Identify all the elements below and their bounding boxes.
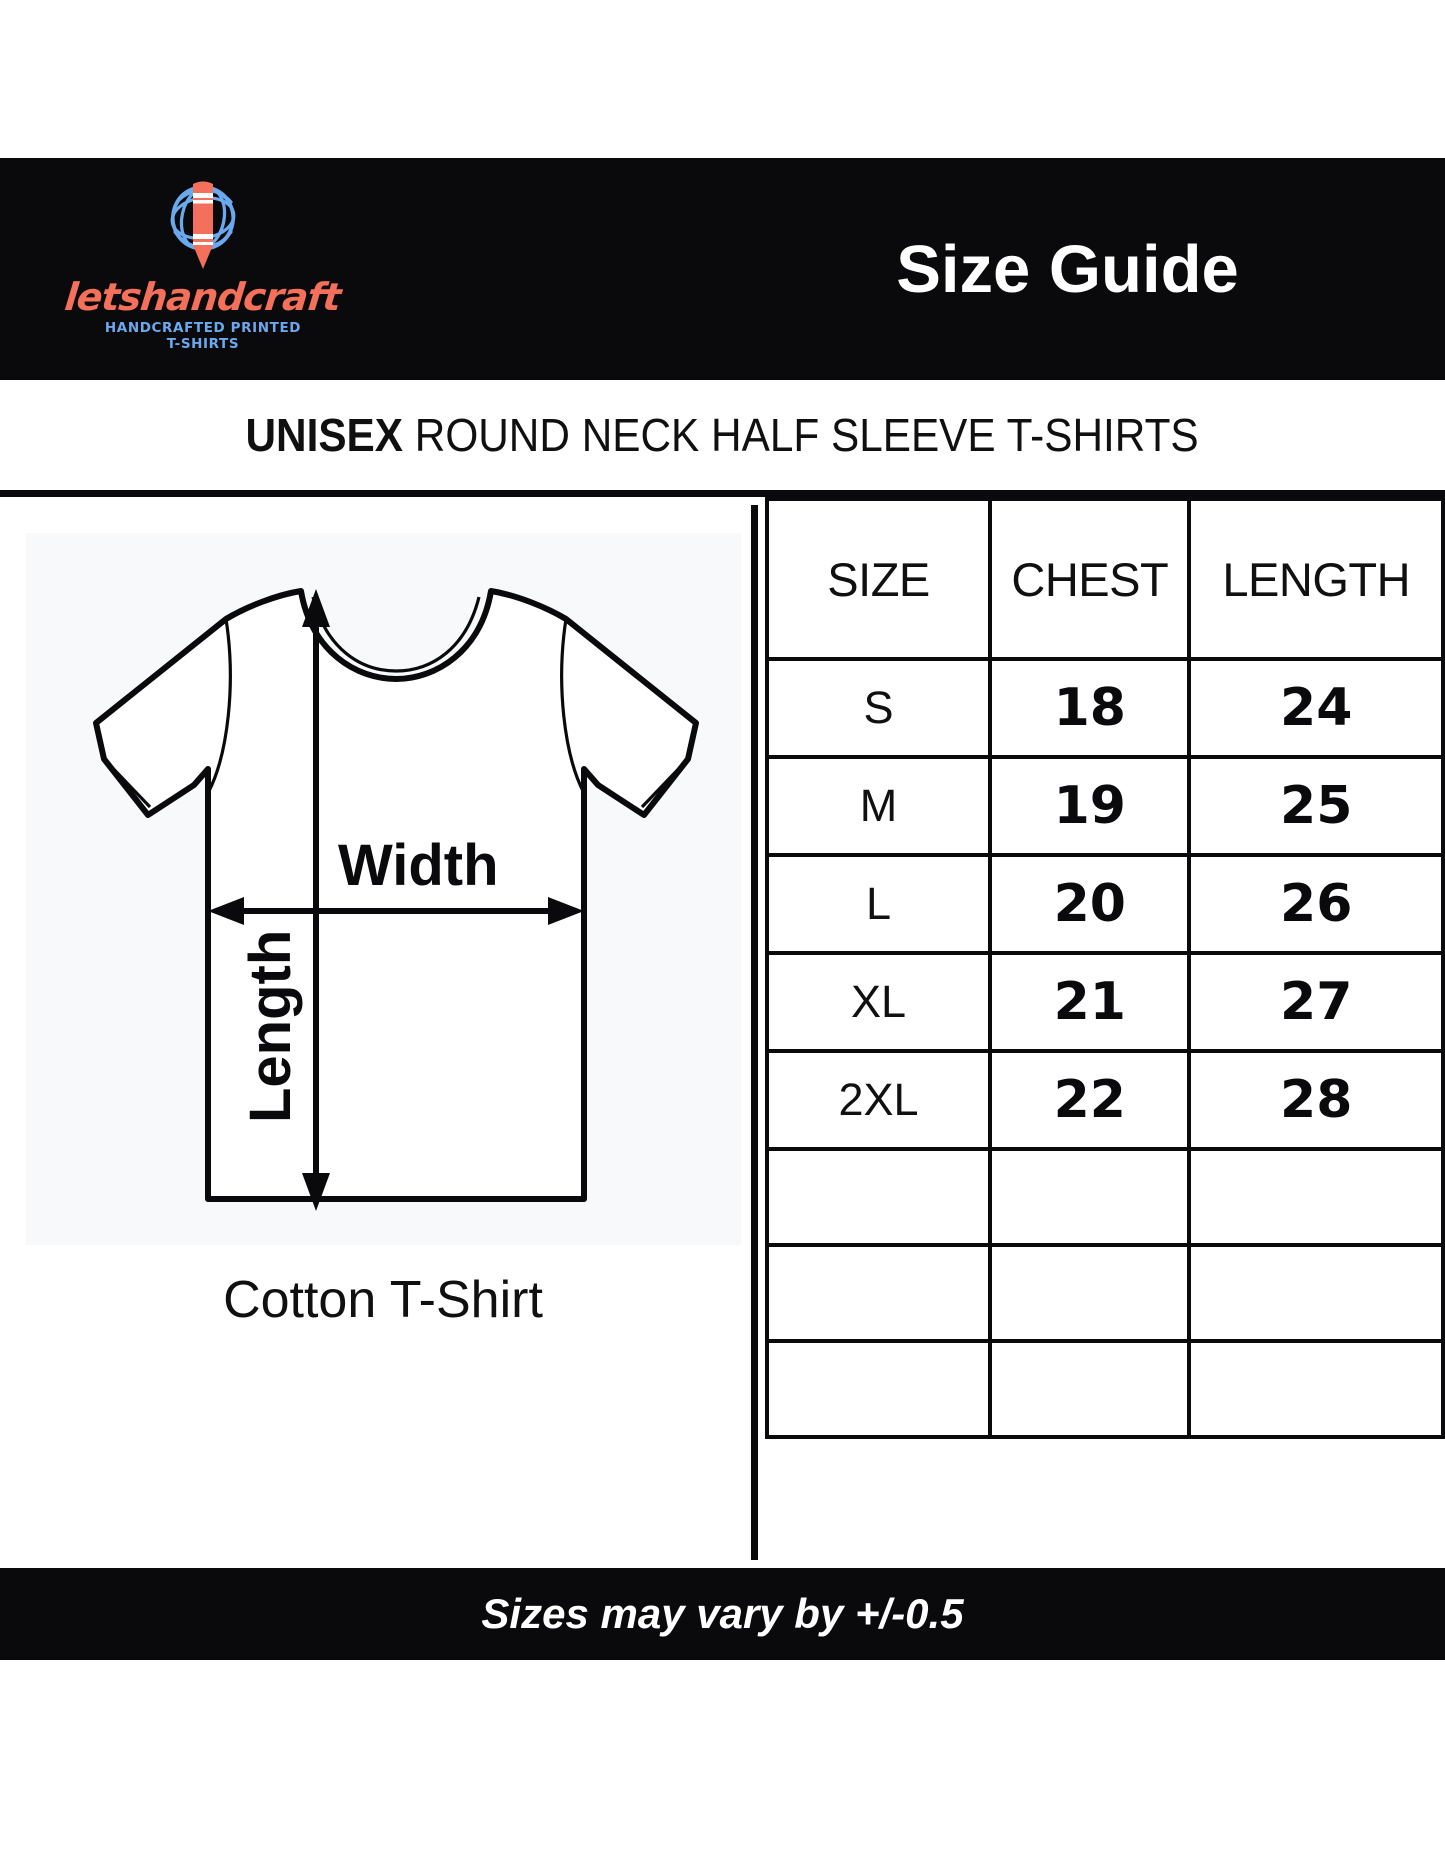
cell-empty: [1187, 1147, 1445, 1247]
column-header-size: SIZE: [764, 497, 993, 661]
top-margin: [0, 0, 1445, 158]
width-label-text: Width: [338, 833, 499, 898]
header-band: letshandcraft HANDCRAFTED PRINTED T-SHIR…: [0, 158, 1445, 380]
page-title: Size Guide: [896, 231, 1239, 307]
table-row-empty: [764, 1339, 1445, 1439]
subtitle-band: UNISEX ROUND NECK HALF SLEEVE T-SHIRTS: [0, 380, 1445, 490]
table-row: L 20 26: [764, 853, 1445, 955]
cell-empty: [764, 1339, 993, 1439]
brand-tagline-line-1: HANDCRAFTED PRINTED: [104, 320, 302, 336]
size-variance-note: Sizes may vary by +/-0.5: [481, 1590, 964, 1637]
cell-chest: 18: [988, 657, 1192, 759]
pencil-scribble-icon: [151, 172, 255, 276]
footer-band: Sizes may vary by +/-0.5: [0, 1568, 1445, 1660]
cell-empty: [988, 1243, 1192, 1343]
brand-logo: letshandcraft HANDCRAFTED PRINTED T-SHIR…: [63, 168, 343, 373]
cell-empty: [1187, 1243, 1445, 1343]
cell-chest: 21: [988, 951, 1192, 1053]
cell-empty: [988, 1147, 1192, 1247]
tshirt-diagram-panel: Width Length Cotton T-Shirt: [8, 505, 758, 1560]
cell-empty: [988, 1339, 1192, 1439]
cell-empty: [764, 1243, 993, 1343]
cell-length: 25: [1187, 755, 1445, 857]
cell-length: 26: [1187, 853, 1445, 955]
cell-empty: [1187, 1339, 1445, 1439]
table-header-row: SIZE CHEST LENGTH: [764, 497, 1445, 661]
size-table: SIZE CHEST LENGTH S 18 24 M 19 25: [764, 497, 1445, 1439]
brand-tagline-line-2: T-SHIRTS: [166, 336, 240, 353]
bottom-margin: [0, 1660, 1445, 1857]
tshirt-outline-icon: Width Length: [93, 588, 699, 1211]
cell-size: M: [764, 755, 993, 857]
table-row: M 19 25: [764, 755, 1445, 857]
product-type-heading: UNISEX ROUND NECK HALF SLEEVE T-SHIRTS: [246, 408, 1199, 462]
brand-name: letshandcraft: [63, 275, 343, 319]
cell-size: L: [764, 853, 993, 955]
cell-length: 24: [1187, 657, 1445, 759]
table-row-empty: [764, 1243, 1445, 1343]
length-label-text: Length: [238, 930, 303, 1123]
cell-length: 27: [1187, 951, 1445, 1053]
product-type-rest: ROUND NECK HALF SLEEVE T-SHIRTS: [403, 409, 1200, 461]
table-row: S 18 24: [764, 657, 1445, 759]
column-header-chest: CHEST: [988, 497, 1192, 661]
main-content: Width Length Cotton T-Shirt: [0, 490, 1445, 1568]
tshirt-caption: Cotton T-Shirt: [223, 1271, 543, 1329]
cell-chest: 19: [988, 755, 1192, 857]
cell-chest: 22: [988, 1049, 1192, 1151]
size-table-panel: SIZE CHEST LENGTH S 18 24 M 19 25: [764, 497, 1445, 1575]
table-row-empty: [764, 1147, 1445, 1247]
cell-size: S: [764, 657, 993, 759]
column-header-length: LENGTH: [1187, 497, 1445, 661]
cell-size: 2XL: [764, 1049, 993, 1151]
tshirt-illustration-box: Width Length: [26, 533, 741, 1245]
product-type-emphasis: UNISEX: [245, 409, 404, 461]
cell-empty: [764, 1147, 993, 1247]
table-row: XL 21 27: [764, 951, 1445, 1053]
cell-chest: 20: [988, 853, 1192, 955]
table-row: 2XL 22 28: [764, 1049, 1445, 1151]
cell-length: 28: [1187, 1049, 1445, 1151]
cell-size: XL: [764, 951, 993, 1053]
